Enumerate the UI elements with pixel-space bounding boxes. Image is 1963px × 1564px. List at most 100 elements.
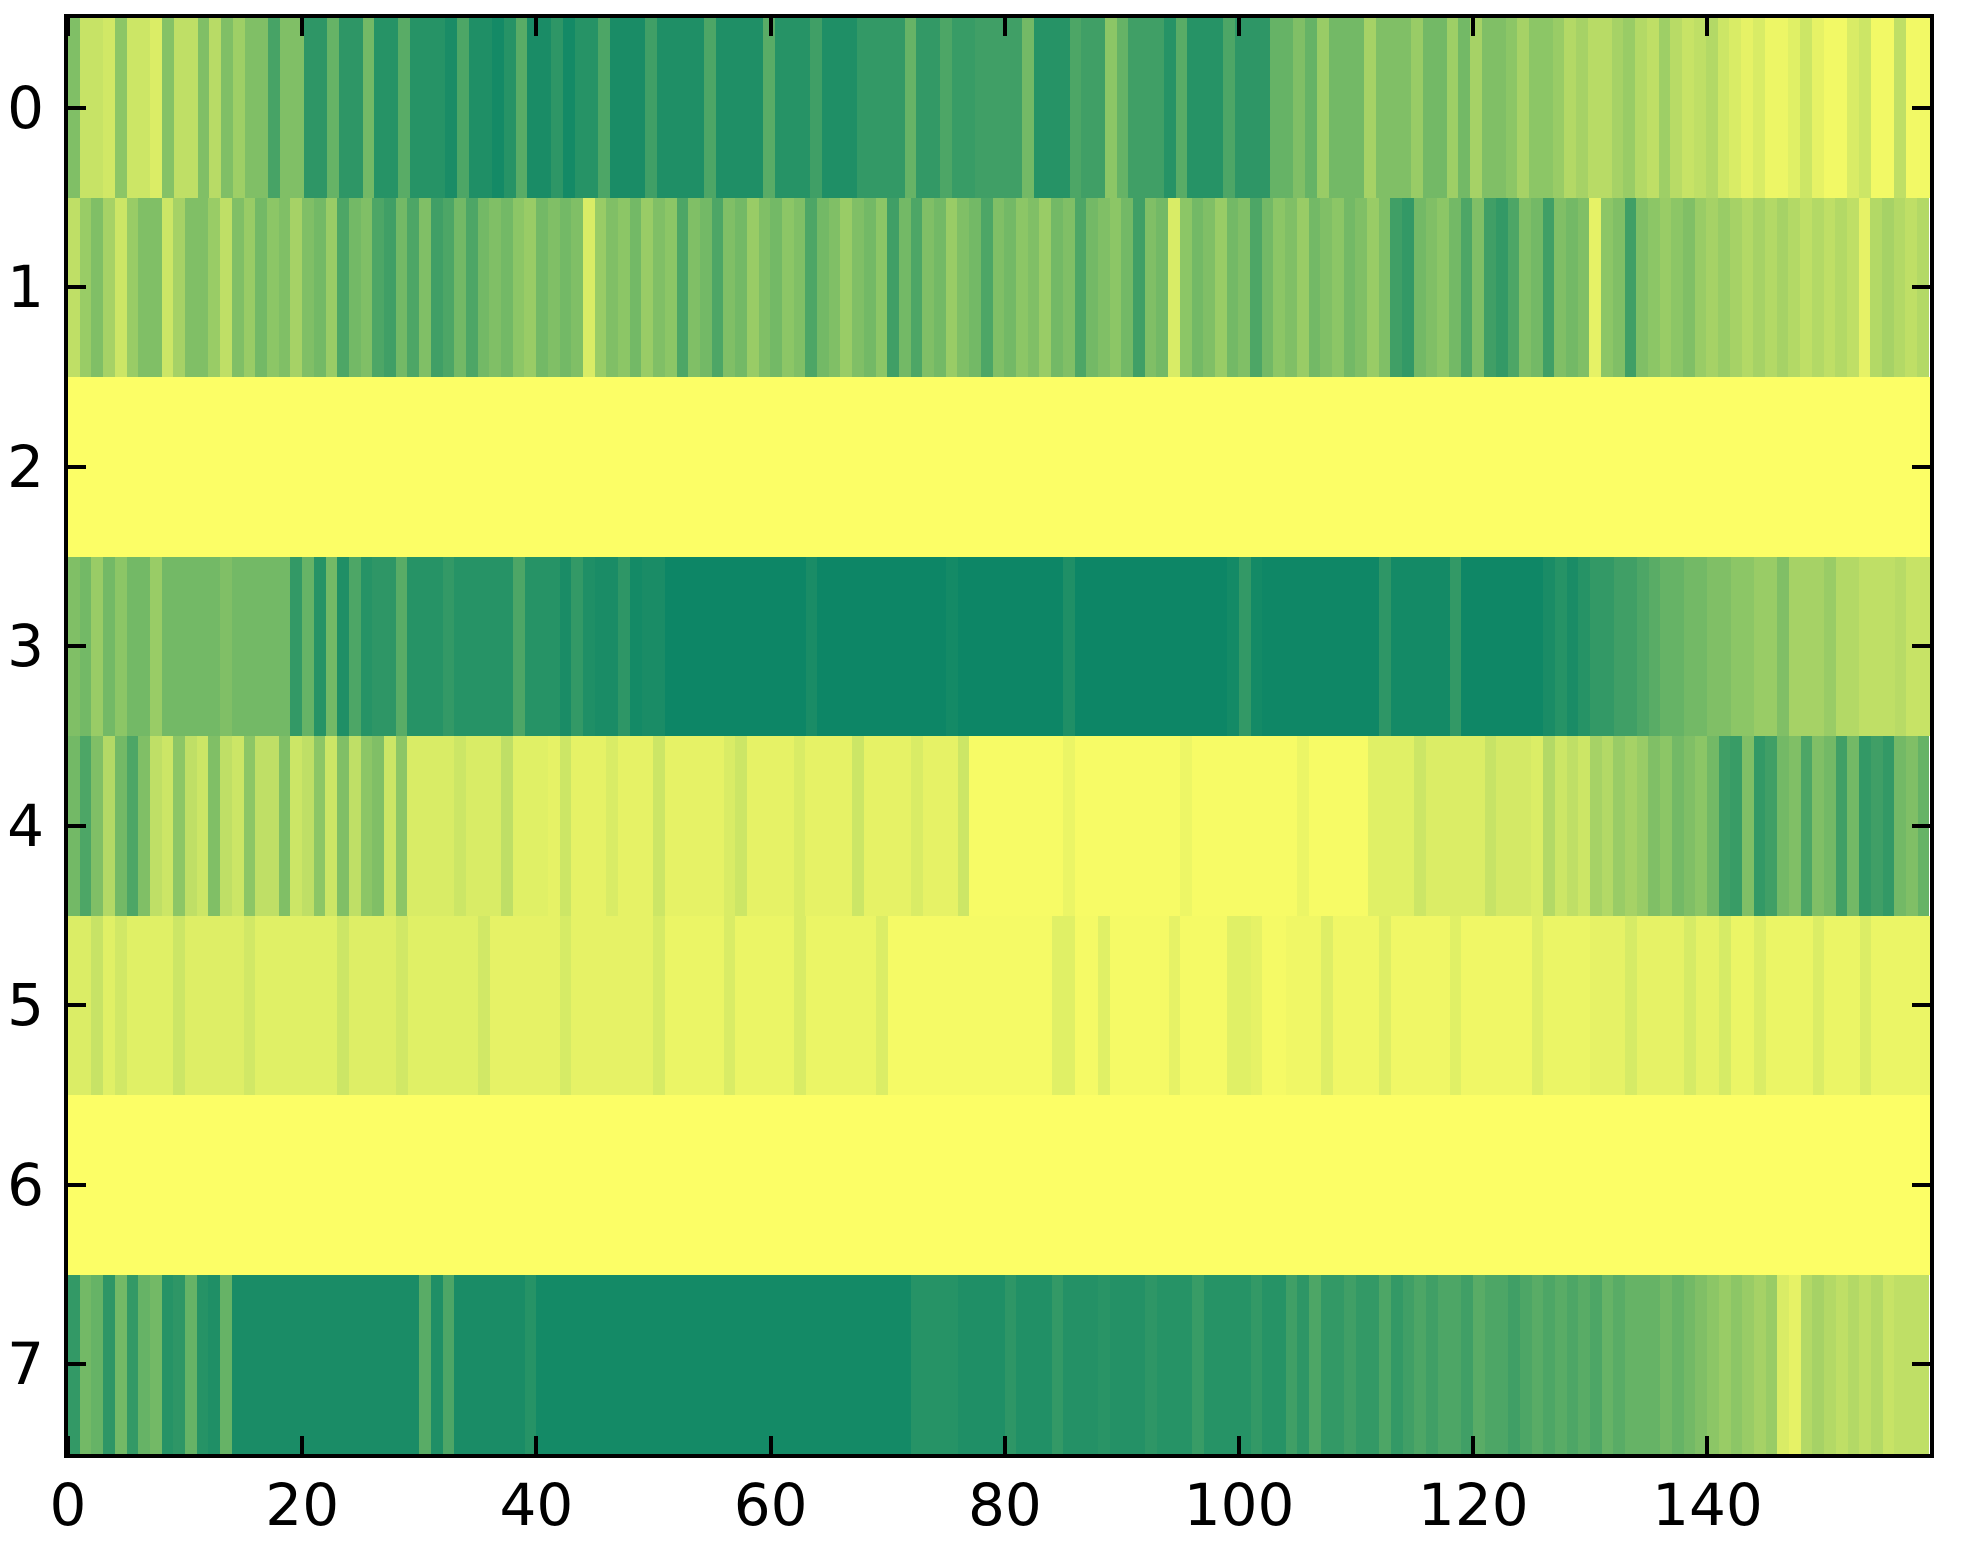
heatmap-cell-run	[1133, 197, 1145, 377]
heatmap-cell-run	[231, 197, 244, 377]
heatmap-cell-run	[325, 556, 338, 736]
heatmap-cell-run	[562, 18, 575, 198]
heatmap-cell-run	[103, 736, 115, 916]
y-tick-label-5: 5	[7, 971, 44, 1040]
heatmap-cell-run	[1519, 197, 1531, 377]
heatmap-cell-run	[805, 915, 876, 1095]
heatmap-cell-run	[1293, 18, 1306, 198]
heatmap-cell-run	[700, 197, 712, 377]
heatmap-cell-run	[149, 736, 162, 916]
heatmap-cell-run	[1458, 18, 1471, 198]
heatmap-cell-run	[1788, 736, 1801, 916]
heatmap-cell-run	[735, 736, 747, 916]
heatmap-cell-run	[1753, 197, 1765, 377]
heatmap-cell-run	[442, 556, 455, 736]
heatmap-cell-run	[911, 1274, 958, 1454]
heatmap-cell-run	[1261, 197, 1274, 377]
heatmap-cell-run	[1390, 197, 1403, 377]
heatmap-cell-run	[1332, 915, 1380, 1095]
heatmap-cell-run	[372, 556, 396, 736]
heatmap-cell-run	[1576, 18, 1588, 198]
heatmap-cell-run	[1069, 18, 1082, 198]
heatmap-cell-run	[688, 197, 700, 377]
heatmap-cell-run	[1355, 1274, 1380, 1454]
heatmap-cell-run	[91, 1274, 104, 1454]
heatmap-cell-run	[559, 556, 572, 736]
heatmap-cell-run	[1578, 736, 1590, 916]
heatmap-row-3	[68, 556, 1930, 736]
heatmap-cell-run	[1706, 197, 1719, 377]
y-tick-left	[68, 285, 86, 290]
heatmap-cell-run	[1613, 556, 1637, 736]
heatmap-cell-run	[290, 736, 303, 916]
heatmap-cell-run	[1859, 556, 1895, 736]
heatmap-cell-run	[723, 736, 736, 916]
heatmap-cell-run	[536, 197, 548, 377]
heatmap-cell-run	[395, 556, 408, 736]
heatmap-cell-run	[1590, 556, 1614, 736]
heatmap-cell-run	[1636, 736, 1649, 916]
heatmap-cell-run	[1847, 736, 1860, 916]
heatmap-cell-run	[196, 1274, 209, 1454]
heatmap-cell-run	[1285, 197, 1297, 377]
heatmap-cell-run	[957, 736, 970, 916]
heatmap-cell-run	[1470, 18, 1482, 198]
heatmap-cell-run	[325, 197, 338, 377]
heatmap-cell-run	[468, 18, 493, 198]
x-tick-label-80: 80	[967, 1471, 1042, 1539]
heatmap-cell-run	[1777, 1274, 1790, 1454]
heatmap-cell-run	[337, 736, 349, 916]
heatmap-cell-run	[1882, 736, 1895, 916]
heatmap-cell-run	[1752, 18, 1765, 198]
heatmap-cell-run	[1730, 1274, 1743, 1454]
heatmap-cell-run	[1870, 18, 1895, 198]
heatmap-cell-run	[1227, 556, 1239, 736]
heatmap-cell-run	[1104, 18, 1117, 198]
heatmap-cell-run	[653, 915, 666, 1095]
heatmap-cell-run	[302, 736, 314, 916]
heatmap-cell-run	[1414, 1274, 1427, 1454]
heatmap-cell-run	[1777, 556, 1790, 736]
heatmap-cell-run	[898, 197, 911, 377]
heatmap-cell-run	[805, 197, 818, 377]
y-tick-label-2: 2	[7, 432, 44, 501]
heatmap-cell-run	[1530, 197, 1543, 377]
heatmap-cell-run	[657, 18, 705, 198]
heatmap-cell-run	[185, 915, 244, 1095]
heatmap-cell-run	[723, 915, 736, 1095]
heatmap-cell-run	[1461, 915, 1532, 1095]
heatmap-cell-run	[362, 18, 375, 198]
heatmap-cell-run	[266, 197, 279, 377]
heatmap-cell-run	[1285, 1274, 1298, 1454]
heatmap-cell-run	[1695, 1274, 1708, 1454]
heatmap-cell-run	[1613, 736, 1626, 916]
heatmap-cell-run	[1552, 18, 1565, 198]
heatmap-cell-run	[1894, 736, 1906, 916]
x-tick-top	[300, 18, 305, 36]
heatmap-cell-run	[1145, 1274, 1157, 1454]
heatmap-cell-run	[1566, 1274, 1579, 1454]
heatmap-cell-run	[161, 736, 174, 916]
heatmap-cell-run	[863, 197, 876, 377]
heatmap-cell-run	[609, 18, 646, 198]
y-tick-right	[1912, 285, 1930, 290]
heatmap-cell-run	[1297, 736, 1309, 916]
heatmap-cell-run	[126, 736, 139, 916]
heatmap-cell-run	[290, 197, 303, 377]
heatmap-cell-run	[618, 556, 630, 736]
heatmap-cell-run	[875, 197, 888, 377]
heatmap-cell-run	[1449, 915, 1462, 1095]
heatmap-cell-run	[606, 197, 619, 377]
heatmap-cell-run	[337, 197, 349, 377]
heatmap-cell-run	[126, 197, 139, 377]
heatmap-cell-run	[574, 18, 599, 198]
heatmap-cell-run	[372, 736, 384, 916]
heatmap-cell-run	[1578, 1274, 1591, 1454]
heatmap-cell-run	[1730, 915, 1755, 1095]
heatmap-cell-run	[126, 915, 174, 1095]
heatmap-cell-run	[704, 18, 717, 198]
y-tick-left	[68, 464, 86, 469]
x-tick-label-100: 100	[1183, 1471, 1295, 1539]
heatmap-cell-run	[1624, 197, 1637, 377]
